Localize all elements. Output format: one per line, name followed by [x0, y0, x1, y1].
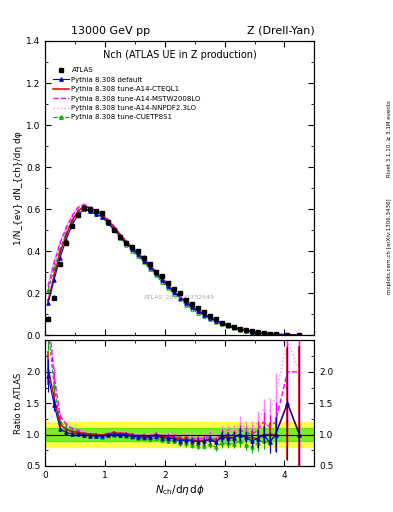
- Y-axis label: Ratio to ATLAS: Ratio to ATLAS: [14, 373, 23, 434]
- Y-axis label: 1/N_{ev} dN_{ch}/dη dφ: 1/N_{ev} dN_{ch}/dη dφ: [14, 131, 23, 245]
- Text: 13000 GeV pp: 13000 GeV pp: [71, 26, 150, 36]
- X-axis label: $N_\mathrm{ch}/\mathrm{d}\eta\,\mathrm{d}\phi$: $N_\mathrm{ch}/\mathrm{d}\eta\,\mathrm{d…: [155, 482, 205, 497]
- Text: Rivet 3.1.10, ≥ 3.1M events: Rivet 3.1.10, ≥ 3.1M events: [387, 100, 391, 177]
- Text: ATLAS_2019_I1732549: ATLAS_2019_I1732549: [144, 294, 215, 300]
- Text: Nch (ATLAS UE in Z production): Nch (ATLAS UE in Z production): [103, 50, 257, 60]
- Legend: ATLAS, Pythia 8.308 default, Pythia 8.308 tune-A14-CTEQL1, Pythia 8.308 tune-A14: ATLAS, Pythia 8.308 default, Pythia 8.30…: [51, 65, 203, 122]
- Text: Z (Drell-Yan): Z (Drell-Yan): [247, 26, 314, 36]
- Text: mcplots.cern.ch [arXiv:1306.3436]: mcplots.cern.ch [arXiv:1306.3436]: [387, 198, 391, 293]
- Bar: [45, 422, 314, 447]
- Bar: [45, 428, 314, 441]
